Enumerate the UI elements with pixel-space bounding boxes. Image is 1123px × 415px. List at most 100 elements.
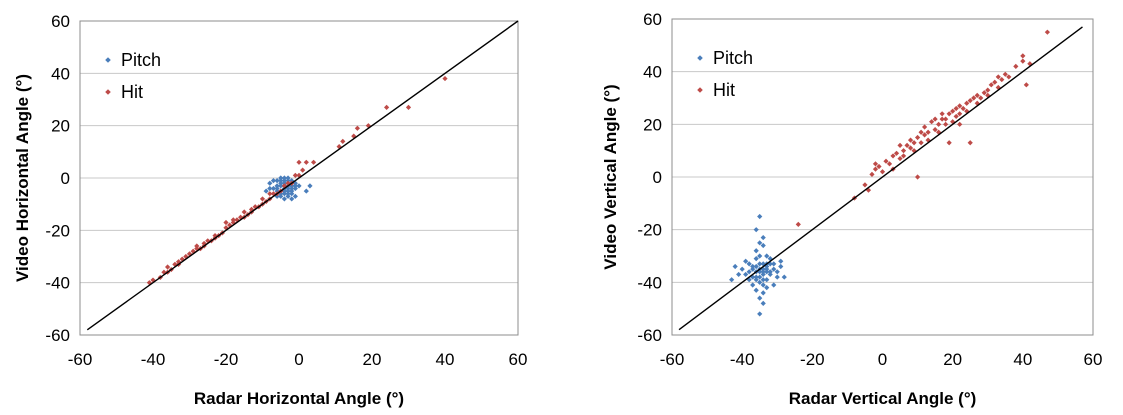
hit-point xyxy=(957,103,963,109)
hit-point xyxy=(907,145,914,151)
hit-point xyxy=(904,142,910,148)
pitch-point xyxy=(285,178,291,184)
series-hit xyxy=(795,29,1050,227)
pitch-point xyxy=(753,248,759,254)
y-tick-label: -20 xyxy=(637,221,662,240)
hit-point xyxy=(442,75,448,82)
hit-point xyxy=(974,100,980,106)
pitch-point xyxy=(278,175,284,181)
pitch-point xyxy=(292,185,298,192)
hit-point xyxy=(974,92,980,98)
pitch-point xyxy=(764,253,770,259)
y-tick-label: -20 xyxy=(45,221,70,240)
x-tick-label: -20 xyxy=(800,350,825,369)
pitch-point xyxy=(292,183,298,189)
hit-point xyxy=(988,82,994,88)
hit-point xyxy=(165,264,171,270)
hit-point xyxy=(172,261,178,267)
pitch-point xyxy=(764,277,770,283)
chart-horizontal-angle: 60 40 20 0 -20 -40 -60 -60 -40 -20 0 20 40 60 Radar Ho… xyxy=(13,12,527,408)
hit-point xyxy=(900,153,907,159)
pitch-point xyxy=(760,271,766,278)
hit-point xyxy=(223,219,229,226)
x-tick-label: 0 xyxy=(878,350,887,369)
pitch-point xyxy=(274,183,280,189)
hit-point xyxy=(241,209,247,215)
legend-marker-pitch xyxy=(697,55,703,61)
hit-point xyxy=(922,124,928,130)
hit-point xyxy=(992,79,998,85)
pitch-point xyxy=(307,183,313,189)
hit-point xyxy=(967,98,973,104)
pitch-point xyxy=(739,266,745,272)
pitch-point xyxy=(767,261,773,267)
x-axis-title: Radar Horizontal Angle (°) xyxy=(194,389,404,408)
pitch-point xyxy=(760,282,766,288)
hit-point xyxy=(936,121,942,127)
y-tick-label: 0 xyxy=(653,168,662,187)
hit-point xyxy=(883,158,889,164)
hit-point xyxy=(925,129,931,135)
hit-point xyxy=(939,116,945,122)
pitch-point xyxy=(771,282,777,288)
pitch-point xyxy=(753,287,759,293)
pitch-point xyxy=(281,178,287,184)
pitch-point xyxy=(289,196,295,202)
legend-label-pitch: Pitch xyxy=(121,50,161,70)
hit-point xyxy=(795,221,801,227)
y-tick-label: -60 xyxy=(637,326,662,345)
pitch-point xyxy=(274,178,280,184)
hit-point xyxy=(985,87,991,93)
hit-point xyxy=(285,180,291,186)
hit-point xyxy=(1044,29,1050,35)
pitch-point xyxy=(767,271,773,278)
y-tick-label: 60 xyxy=(51,12,70,31)
hit-point xyxy=(336,144,342,150)
pitch-point xyxy=(270,185,277,192)
pitch-point xyxy=(760,234,766,241)
identity-line xyxy=(86,20,519,331)
legend-marker-hit xyxy=(105,89,111,95)
hit-point xyxy=(897,155,903,162)
hit-point xyxy=(953,113,959,120)
hit-point xyxy=(869,171,875,177)
hit-point xyxy=(939,111,945,117)
hit-point xyxy=(932,116,938,122)
pitch-point xyxy=(267,180,273,186)
hit-point xyxy=(281,183,287,189)
series-hit xyxy=(146,75,448,286)
hit-point xyxy=(300,167,306,173)
pitch-point xyxy=(281,175,287,181)
legend-label-pitch: Pitch xyxy=(713,48,753,68)
pitch-point xyxy=(743,271,749,278)
pitch-point xyxy=(289,188,295,194)
y-tick-label: 60 xyxy=(643,10,662,29)
y-tick-label: 40 xyxy=(643,63,662,82)
pitch-point xyxy=(263,188,269,194)
pitch-point xyxy=(760,242,766,249)
hit-point xyxy=(922,132,928,138)
hit-point xyxy=(179,256,185,262)
pitch-point xyxy=(757,295,763,301)
hit-point xyxy=(946,111,952,117)
hit-point xyxy=(194,243,200,249)
pitch-point xyxy=(753,263,759,270)
pitch-point xyxy=(267,185,273,192)
pitch-point xyxy=(767,269,773,275)
pitch-point xyxy=(270,178,277,184)
hit-point xyxy=(943,121,949,127)
y-tick-label: 20 xyxy=(643,115,662,134)
legend-label-hit: Hit xyxy=(121,82,143,102)
pitch-point xyxy=(753,227,759,233)
hit-point xyxy=(929,119,935,125)
hit-point xyxy=(943,116,949,122)
x-tick-label: 40 xyxy=(1013,350,1032,369)
hit-point xyxy=(1013,63,1019,69)
pitch-point xyxy=(771,261,777,267)
pitch-point xyxy=(760,261,766,267)
hit-point xyxy=(872,166,879,172)
pitch-point xyxy=(281,180,287,186)
pitch-point xyxy=(757,253,763,259)
hit-point xyxy=(340,138,346,144)
hit-point xyxy=(914,174,921,180)
